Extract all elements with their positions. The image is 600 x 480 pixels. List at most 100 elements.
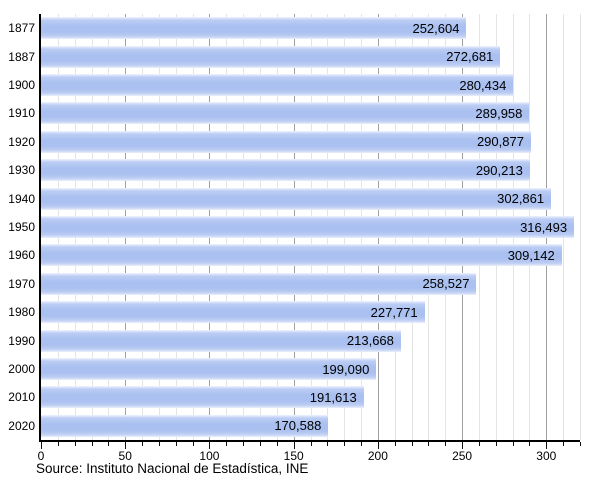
bar-value-label: 191,613 [309, 389, 357, 405]
x-tick-label: 250 [452, 449, 473, 463]
bar: 213,668 [41, 329, 401, 352]
x-tick [563, 442, 565, 446]
x-axis: 0 50 100 150 200 250 300 [38, 442, 581, 472]
x-tick [445, 442, 447, 446]
bar-row: 191,613 [41, 383, 580, 411]
year-label: 1900 [8, 78, 35, 93]
bar-value-label: 227,771 [370, 304, 418, 320]
x-tick [361, 442, 363, 446]
x-tick [394, 442, 396, 446]
bar-row: 316,493 [41, 213, 580, 241]
bar-rows: 252,604 272,681 280,434 289,958 290,877 290,2… [41, 14, 580, 440]
bar-value-label: 309,142 [507, 247, 555, 263]
year-label: 1960 [8, 248, 35, 263]
bar: 258,527 [41, 272, 477, 295]
bar-row: 258,527 [41, 270, 580, 298]
x-tick-label: 100 [199, 449, 220, 463]
x-tick [293, 442, 295, 449]
year-label: 1920 [8, 134, 35, 149]
grid-line-minor [580, 14, 581, 440]
bar-row: 290,213 [41, 156, 580, 184]
bar: 199,090 [41, 358, 377, 381]
x-tick [57, 442, 59, 446]
bar-row: 309,142 [41, 241, 580, 269]
x-tick [327, 442, 329, 446]
bar-value-label: 280,434 [459, 77, 507, 93]
bar-row: 289,958 [41, 99, 580, 127]
bar-value-label: 302,861 [497, 191, 545, 207]
x-tick [495, 442, 497, 446]
x-tick [226, 442, 228, 446]
bar: 272,681 [41, 45, 501, 68]
x-tick-label: 150 [283, 449, 304, 463]
bar-value-label: 290,877 [476, 134, 524, 150]
bar-row: 227,771 [41, 298, 580, 326]
x-tick [310, 442, 312, 446]
bar-row: 252,604 [41, 14, 580, 42]
bar: 280,434 [41, 74, 514, 97]
x-tick [142, 442, 144, 446]
bar-row: 213,668 [41, 326, 580, 354]
x-tick [125, 442, 127, 449]
bar: 316,493 [41, 216, 575, 239]
bar: 227,771 [41, 301, 425, 324]
x-tick [546, 442, 548, 449]
year-label: 1887 [8, 49, 35, 64]
x-tick-label: 200 [367, 449, 388, 463]
x-tick [428, 442, 430, 446]
bar-row: 280,434 [41, 71, 580, 99]
bar-row: 272,681 [41, 42, 580, 70]
bar-value-label: 252,604 [412, 20, 460, 36]
bar-row: 199,090 [41, 355, 580, 383]
x-tick [259, 442, 261, 446]
x-tick [108, 442, 110, 446]
x-tick [529, 442, 531, 446]
bar: 309,142 [41, 244, 562, 267]
x-tick [209, 442, 211, 449]
x-tick [462, 442, 464, 449]
x-tick [411, 442, 413, 446]
x-tick [192, 442, 194, 446]
bar-row: 290,877 [41, 128, 580, 156]
bar: 252,604 [41, 17, 467, 40]
x-tick-label: 300 [536, 449, 557, 463]
bar: 290,877 [41, 130, 531, 153]
bar: 290,213 [41, 159, 530, 182]
year-label: 2000 [8, 362, 35, 377]
year-label: 1877 [8, 21, 35, 36]
x-tick [91, 442, 93, 446]
year-label: 2010 [8, 390, 35, 405]
x-tick [74, 442, 76, 446]
year-label: 1970 [8, 276, 35, 291]
year-label: 1950 [8, 220, 35, 235]
x-tick [478, 442, 480, 446]
bar-row: 170,588 [41, 412, 580, 440]
bar-value-label: 290,213 [475, 162, 523, 178]
x-tick [344, 442, 346, 446]
x-tick [276, 442, 278, 446]
bar-value-label: 170,588 [274, 418, 322, 434]
year-label: 1930 [8, 163, 35, 178]
year-label: 1940 [8, 191, 35, 206]
bar: 170,588 [41, 414, 329, 437]
year-label: 1990 [8, 333, 35, 348]
x-tick-label: 50 [118, 449, 132, 463]
plot-area: 252,604 272,681 280,434 289,958 290,877 290,2… [39, 14, 581, 442]
year-label: 1910 [8, 106, 35, 121]
bar: 302,861 [41, 187, 552, 210]
y-axis-labels: 1877 1887 1900 1910 1920 1930 1940 1950 1960 1970… [0, 14, 35, 440]
x-tick [580, 442, 581, 446]
bar-value-label: 199,090 [322, 361, 370, 377]
x-tick [512, 442, 514, 446]
source-text: Source: Instituto Nacional de Estadístic… [36, 461, 309, 476]
bar: 191,613 [41, 386, 364, 409]
bar-value-label: 272,681 [446, 49, 494, 65]
bar-value-label: 289,958 [475, 105, 523, 121]
bar-value-label: 316,493 [520, 219, 568, 235]
bar-value-label: 258,527 [422, 276, 470, 292]
bar-value-label: 213,668 [346, 333, 394, 349]
x-tick [377, 442, 379, 449]
year-label: 1980 [8, 305, 35, 320]
bar-row: 302,861 [41, 184, 580, 212]
